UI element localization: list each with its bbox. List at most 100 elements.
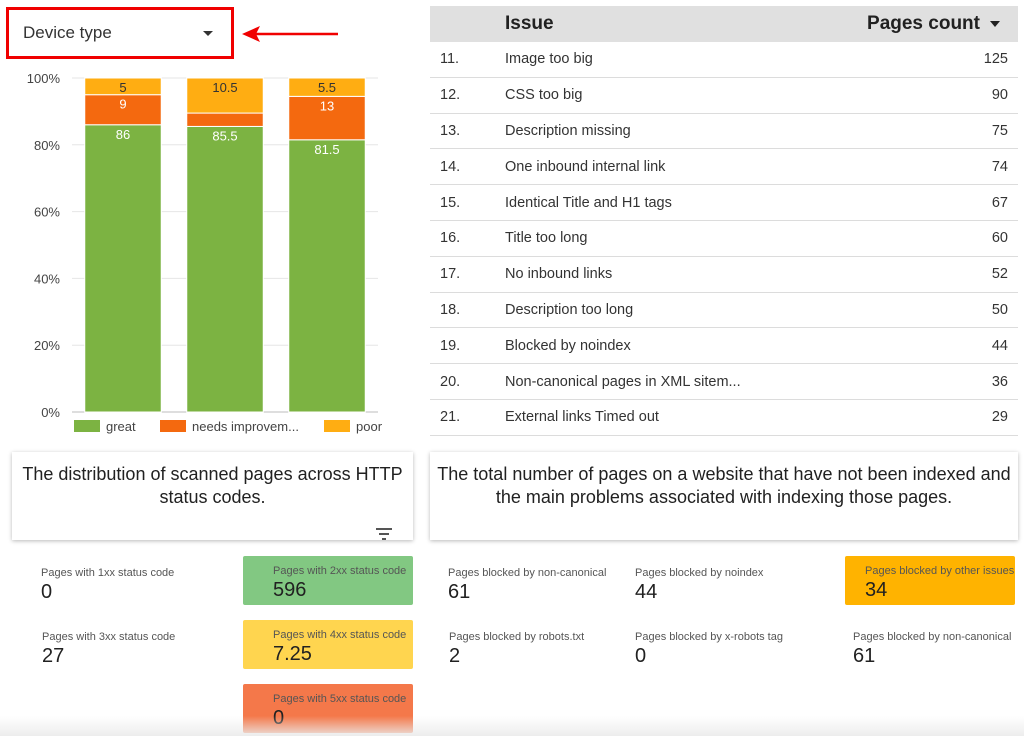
scorecard-value: 61 xyxy=(448,581,471,603)
bar-segment xyxy=(288,77,366,97)
row-number: 12. xyxy=(440,87,461,104)
data-label: 86 xyxy=(116,127,130,142)
table-row[interactable]: 21. External links Timed out 29 xyxy=(430,400,1018,436)
scorecard-label: Pages blocked by other issues xyxy=(865,565,1015,577)
y-tick-label: 60% xyxy=(34,205,60,220)
table-row[interactable]: 16. Title too long 60 xyxy=(430,221,1018,257)
scorecard-label: Pages with 2xx status code xyxy=(273,565,407,577)
issues-table: Issue Pages count 11. Image too big 125 12.… xyxy=(430,6,1018,436)
scorecard-blocked-non-canonical: Pages blocked by non-canonical 61 xyxy=(448,567,606,604)
row-number: 18. xyxy=(440,301,461,318)
scorecard-value: 596 xyxy=(273,579,307,601)
scorecard-4xx: Pages with 4xx status code 7.25 xyxy=(243,620,413,669)
data-label: 85.5 xyxy=(212,128,237,143)
table-row[interactable]: 18. Description too long 50 xyxy=(430,293,1018,329)
data-label: 9 xyxy=(119,97,126,112)
scorecard-label: Pages with 3xx status code xyxy=(42,631,176,643)
row-issue: Title too long xyxy=(505,230,588,247)
bar-segment xyxy=(186,125,264,413)
row-number: 21. xyxy=(440,409,461,426)
legend-label: needs improvem... xyxy=(192,419,299,434)
filter-icon[interactable] xyxy=(376,528,392,540)
row-count: 75 xyxy=(991,122,1008,139)
y-tick-label: 0% xyxy=(41,405,60,420)
sort-desc-icon xyxy=(990,21,1000,27)
scorecard-1xx: Pages with 1xx status code 0 xyxy=(41,567,174,604)
scorecard-label: Pages with 1xx status code xyxy=(41,567,175,579)
data-label: 5.5 xyxy=(318,80,336,95)
row-count: 36 xyxy=(991,373,1008,390)
row-issue: Non-canonical pages in XML sitem... xyxy=(505,373,741,390)
row-count: 67 xyxy=(991,194,1008,211)
scorecard-value: 2 xyxy=(449,645,461,667)
scorecard-value: 34 xyxy=(865,579,888,601)
column-header-pages-count-label: Pages count xyxy=(867,13,980,34)
scorecard-value: 7.25 xyxy=(273,643,312,665)
scorecard-value: 27 xyxy=(42,645,65,667)
table-body: 11. Image too big 125 12. CSS too big 90 13. De… xyxy=(430,42,1018,436)
y-tick-label: 80% xyxy=(34,138,60,153)
row-number: 16. xyxy=(440,230,461,247)
device-performance-chart: 0% 20% 40% 60% 80% 100% 86 9 5 85.5 10.5 81.5 13 5.5 g… xyxy=(27,71,383,434)
scorecard-2xx: Pages with 2xx status code 596 xyxy=(243,556,413,605)
bar-segment xyxy=(288,139,366,413)
scorecard-label: Pages with 4xx status code xyxy=(273,629,407,641)
table-row[interactable]: 14. One inbound internal link 74 xyxy=(430,149,1018,186)
table-row[interactable]: 17. No inbound links 52 xyxy=(430,257,1018,293)
row-count: 44 xyxy=(991,337,1008,354)
table-header: Issue Pages count xyxy=(430,6,1018,42)
row-number: 15. xyxy=(440,194,461,211)
row-issue: No inbound links xyxy=(505,266,613,283)
bar-segment xyxy=(84,124,162,413)
scorecard-label: Pages blocked by x-robots tag xyxy=(635,631,783,643)
table-row[interactable]: 13. Description missing 75 xyxy=(430,114,1018,150)
data-label: 10.5 xyxy=(212,80,237,95)
data-label: 81.5 xyxy=(314,142,339,157)
table-row[interactable]: 15. Identical Title and H1 tags 67 xyxy=(430,185,1018,221)
scorecard-value: 0 xyxy=(41,581,53,603)
scorecard-value: 0 xyxy=(635,645,647,667)
row-issue: Description too long xyxy=(505,301,634,318)
row-number: 20. xyxy=(440,373,461,390)
row-issue: CSS too big xyxy=(505,87,583,104)
chevron-down-icon xyxy=(203,30,213,36)
scorecard-blocked-non-canonical-2: Pages blocked by non-canonical 61 xyxy=(853,631,1011,668)
row-issue: Blocked by noindex xyxy=(505,337,631,354)
column-header-issue[interactable]: Issue xyxy=(505,13,554,34)
device-type-highlight: Device type xyxy=(6,7,234,59)
table-row[interactable]: 11. Image too big 125 xyxy=(430,42,1018,78)
row-issue: Description missing xyxy=(505,122,631,139)
table-row[interactable]: 20. Non-canonical pages in XML sitem... 36 xyxy=(430,364,1018,400)
row-issue: External links Timed out xyxy=(505,409,659,426)
bar-segment xyxy=(186,77,264,114)
row-number: 17. xyxy=(440,266,461,283)
legend-label: great xyxy=(106,419,136,434)
scorecard-blocked-other: Pages blocked by other issues 34 xyxy=(845,556,1015,605)
legend-swatch xyxy=(160,420,186,432)
status-caption-text: The distribution of scanned pages across… xyxy=(22,464,403,507)
legend-label: poor xyxy=(356,419,383,434)
y-tick-label: 20% xyxy=(34,338,60,353)
row-issue: One inbound internal link xyxy=(505,158,666,175)
column-header-pages-count[interactable]: Pages count xyxy=(867,13,1000,35)
device-type-dropdown[interactable]: Device type xyxy=(23,10,213,56)
scorecard-label: Pages blocked by noindex xyxy=(635,567,764,579)
legend-swatch xyxy=(324,420,350,432)
scorecard-value: 44 xyxy=(635,581,658,603)
row-count: 60 xyxy=(991,230,1008,247)
scorecard-blocked-robots-txt: Pages blocked by robots.txt 2 xyxy=(449,631,584,668)
scorecard-label: Pages with 5xx status code xyxy=(273,693,407,705)
row-issue: Image too big xyxy=(505,51,593,68)
indexing-caption-text: The total number of pages on a website t… xyxy=(437,464,1011,507)
arrow-left-icon xyxy=(242,26,338,42)
data-label: 13 xyxy=(320,98,334,113)
row-number: 19. xyxy=(440,337,461,354)
scorecard-blocked-noindex: Pages blocked by noindex 44 xyxy=(635,567,763,604)
row-number: 11. xyxy=(440,51,460,68)
row-count: 52 xyxy=(991,266,1008,283)
row-count: 125 xyxy=(983,51,1008,68)
row-issue: Identical Title and H1 tags xyxy=(505,194,672,211)
bottom-fade xyxy=(0,716,1024,736)
table-row[interactable]: 19. Blocked by noindex 44 xyxy=(430,328,1018,365)
table-row[interactable]: 12. CSS too big 90 xyxy=(430,78,1018,114)
